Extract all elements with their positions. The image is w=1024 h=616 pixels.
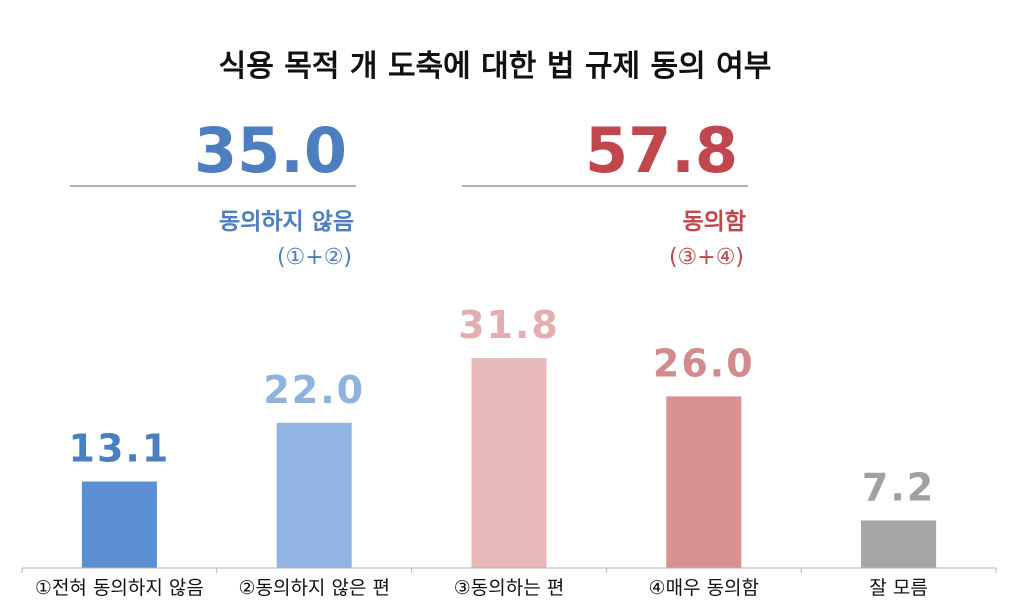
value-label-3: 31.8	[458, 303, 560, 347]
category-label-2: ②동의하지 않은 편	[238, 577, 389, 599]
summary-disagree-sub: (①+②)	[277, 245, 352, 270]
value-labels-group: 13.1 22.0 31.8 26.0 7.2	[69, 303, 935, 509]
category-label-5: 잘 모름	[869, 577, 927, 599]
value-label-1: 13.1	[69, 427, 171, 471]
summary-disagree-value: 35.0	[194, 114, 347, 187]
category-label-4: ④매우 동의함	[649, 577, 759, 599]
bars-group	[81, 358, 937, 568]
summary-agree-label: 동의함	[683, 209, 746, 235]
bar-5	[861, 520, 937, 568]
bar-2	[276, 422, 352, 568]
value-label-2: 22.0	[263, 368, 365, 412]
summary-disagree: 35.0 동의하지 않음 (①+②)	[70, 114, 356, 270]
category-label-1: ①전혀 동의하지 않음	[35, 577, 204, 599]
value-label-4: 26.0	[653, 341, 755, 385]
summary-disagree-label: 동의하지 않음	[219, 209, 354, 235]
summary-agree: 57.8 동의함 (③+④)	[462, 114, 748, 270]
bar-3	[471, 358, 547, 568]
summary-agree-sub: (③+④)	[669, 245, 744, 270]
chart-title: 식용 목적 개 도축에 대한 법 규제 동의 여부	[219, 49, 772, 84]
bar-1	[81, 481, 157, 568]
bar-4	[666, 396, 742, 568]
value-label-5: 7.2	[862, 465, 935, 509]
category-label-3: ③동의하는 편	[454, 577, 564, 599]
x-axis	[21, 567, 997, 573]
category-labels-group: ①전혀 동의하지 않음 ②동의하지 않은 편 ③동의하는 편 ④매우 동의함 잘 모름	[35, 577, 928, 599]
summary-agree-value: 57.8	[585, 114, 738, 187]
